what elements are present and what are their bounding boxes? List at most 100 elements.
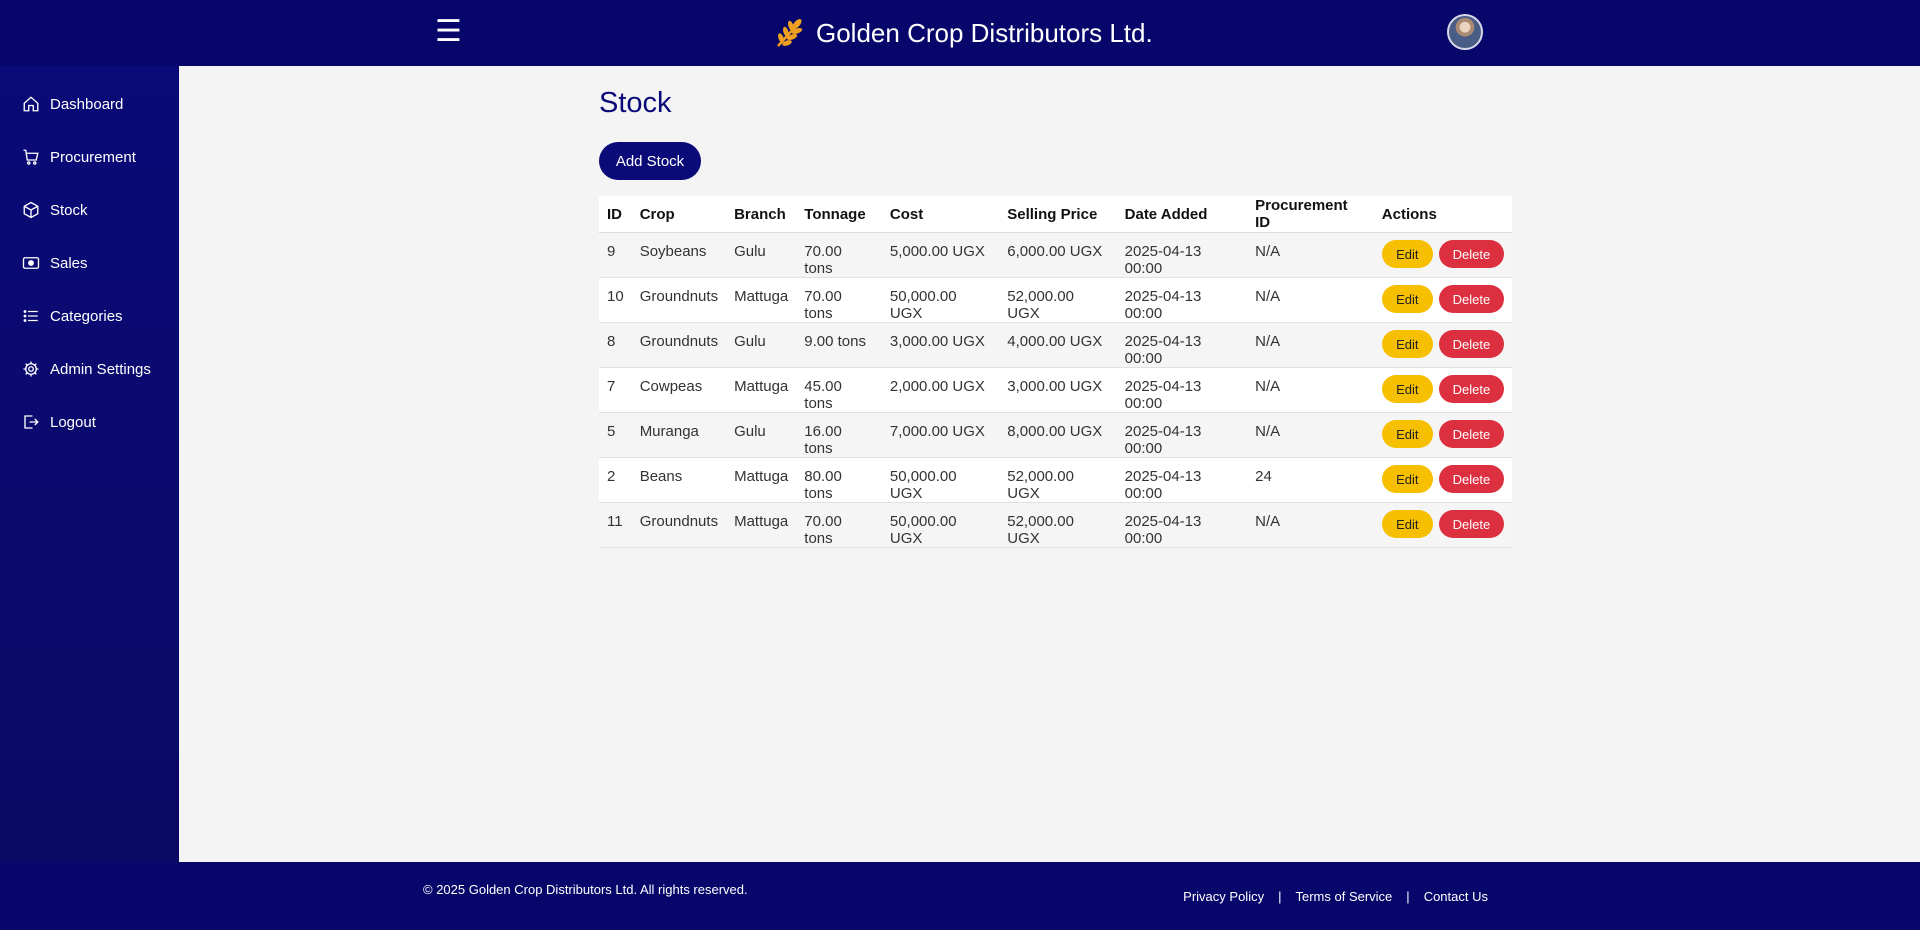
cell-cost: 50,000.00 UGX <box>881 457 1000 503</box>
sidebar-item-procurement[interactable]: Procurement <box>22 142 136 172</box>
wheat-icon <box>777 19 803 47</box>
table-row: 10 Groundnuts Mattuga 70.00 tons 50,000.… <box>599 277 1512 323</box>
privacy-policy-link[interactable]: Privacy Policy <box>1183 889 1265 904</box>
cell-selling-price: 52,000.00 UGX <box>999 502 1117 548</box>
table-header-row: ID Crop Branch Tonnage Cost Selling Pric… <box>599 196 1512 233</box>
add-stock-button[interactable]: Add Stock <box>599 142 701 180</box>
sidebar-item-label: Admin Settings <box>50 360 151 378</box>
cell-tonnage: 70.00 tons <box>796 232 882 278</box>
cell-procurement-id: N/A <box>1247 367 1374 413</box>
sidebar: Dashboard Procurement Stock Sales Catego… <box>0 66 179 862</box>
gear-icon <box>23 361 39 377</box>
contact-us-link[interactable]: Contact Us <box>1423 889 1488 904</box>
cell-cost: 5,000.00 UGX <box>881 232 1000 278</box>
column-header-actions: Actions <box>1373 196 1512 233</box>
cell-actions: Edit Delete <box>1373 457 1512 503</box>
edit-button[interactable]: Edit <box>1381 330 1433 358</box>
delete-button[interactable]: Delete <box>1438 240 1504 268</box>
cell-branch: Mattuga <box>726 277 797 323</box>
cell-procurement-id: N/A <box>1247 322 1374 368</box>
sidebar-item-logout[interactable]: Logout <box>22 407 96 437</box>
cell-branch: Mattuga <box>726 457 797 503</box>
cell-actions: Edit Delete <box>1373 232 1512 278</box>
cell-crop: Groundnuts <box>631 502 727 548</box>
cell-tonnage: 9.00 tons <box>796 322 882 368</box>
sidebar-item-label: Sales <box>50 254 88 272</box>
cell-actions: Edit Delete <box>1373 412 1512 458</box>
cell-selling-price: 8,000.00 UGX <box>999 412 1117 458</box>
cell-procurement-id: N/A <box>1247 232 1374 278</box>
top-header: ☰ Golden Crop Distributors Ltd. <box>0 0 1920 66</box>
cell-id: 7 <box>599 367 632 413</box>
edit-button[interactable]: Edit <box>1381 510 1433 538</box>
cell-date-added: 2025-04-13 00:00 <box>1116 502 1248 548</box>
cell-crop: Muranga <box>631 412 727 458</box>
footer-links: Privacy Policy | Terms of Service | Cont… <box>1183 889 1488 904</box>
cell-tonnage: 70.00 tons <box>796 502 882 548</box>
cell-tonnage: 16.00 tons <box>796 412 882 458</box>
edit-button[interactable]: Edit <box>1381 375 1433 403</box>
cell-cost: 50,000.00 UGX <box>881 502 1000 548</box>
box-icon <box>23 201 39 219</box>
column-header-branch: Branch <box>726 196 797 233</box>
copyright-text: © 2025 Golden Crop Distributors Ltd. All… <box>423 882 748 897</box>
column-header-crop: Crop <box>631 196 727 233</box>
sidebar-item-sales[interactable]: Sales <box>22 248 88 278</box>
cell-tonnage: 70.00 tons <box>796 277 882 323</box>
user-avatar[interactable] <box>1447 14 1483 50</box>
cell-date-added: 2025-04-13 00:00 <box>1116 412 1248 458</box>
cell-procurement-id: N/A <box>1247 277 1374 323</box>
cell-id: 11 <box>599 502 632 548</box>
sidebar-item-dashboard[interactable]: Dashboard <box>22 89 123 119</box>
home-icon <box>23 96 39 112</box>
cell-selling-price: 4,000.00 UGX <box>999 322 1117 368</box>
sidebar-item-admin-settings[interactable]: Admin Settings <box>22 354 151 384</box>
cell-crop: Groundnuts <box>631 277 727 323</box>
cell-selling-price: 6,000.00 UGX <box>999 232 1117 278</box>
edit-button[interactable]: Edit <box>1381 420 1433 448</box>
cell-procurement-id: 24 <box>1247 457 1374 503</box>
cell-selling-price: 52,000.00 UGX <box>999 277 1117 323</box>
separator: | <box>1406 889 1410 904</box>
cell-date-added: 2025-04-13 00:00 <box>1116 457 1248 503</box>
stock-table: ID Crop Branch Tonnage Cost Selling Pric… <box>599 196 1512 548</box>
cell-id: 10 <box>599 277 632 323</box>
cell-id: 5 <box>599 412 632 458</box>
cart-icon <box>23 149 39 165</box>
sidebar-item-stock[interactable]: Stock <box>22 195 88 225</box>
delete-button[interactable]: Delete <box>1438 375 1504 403</box>
cell-cost: 3,000.00 UGX <box>881 322 1000 368</box>
sidebar-item-label: Dashboard <box>50 95 124 113</box>
hamburger-menu-icon[interactable]: ☰ <box>435 15 462 48</box>
cell-crop: Groundnuts <box>631 322 727 368</box>
cell-procurement-id: N/A <box>1247 502 1374 548</box>
table-row: 7 Cowpeas Mattuga 45.00 tons 2,000.00 UG… <box>599 367 1512 413</box>
column-header-id: ID <box>599 196 632 233</box>
sidebar-item-categories[interactable]: Categories <box>22 301 123 331</box>
edit-button[interactable]: Edit <box>1381 285 1433 313</box>
delete-button[interactable]: Delete <box>1438 330 1504 358</box>
column-header-cost: Cost <box>881 196 1000 233</box>
cell-branch: Mattuga <box>726 367 797 413</box>
delete-button[interactable]: Delete <box>1438 285 1504 313</box>
delete-button[interactable]: Delete <box>1438 465 1504 493</box>
cell-id: 2 <box>599 457 632 503</box>
delete-button[interactable]: Delete <box>1438 420 1504 448</box>
edit-button[interactable]: Edit <box>1381 240 1433 268</box>
table-row: 5 Muranga Gulu 16.00 tons 7,000.00 UGX 8… <box>599 412 1512 458</box>
edit-button[interactable]: Edit <box>1381 465 1433 493</box>
terms-of-service-link[interactable]: Terms of Service <box>1295 889 1393 904</box>
table-row: 9 Soybeans Gulu 70.00 tons 5,000.00 UGX … <box>599 232 1512 278</box>
cell-date-added: 2025-04-13 00:00 <box>1116 277 1248 323</box>
cell-cost: 7,000.00 UGX <box>881 412 1000 458</box>
cell-crop: Cowpeas <box>631 367 727 413</box>
cell-tonnage: 45.00 tons <box>796 367 882 413</box>
sidebar-item-label: Categories <box>50 307 123 325</box>
list-icon <box>23 310 38 322</box>
cell-selling-price: 52,000.00 UGX <box>999 457 1117 503</box>
cell-crop: Soybeans <box>631 232 727 278</box>
delete-button[interactable]: Delete <box>1438 510 1504 538</box>
cell-branch: Gulu <box>726 412 797 458</box>
separator: | <box>1278 889 1282 904</box>
cell-procurement-id: N/A <box>1247 412 1374 458</box>
